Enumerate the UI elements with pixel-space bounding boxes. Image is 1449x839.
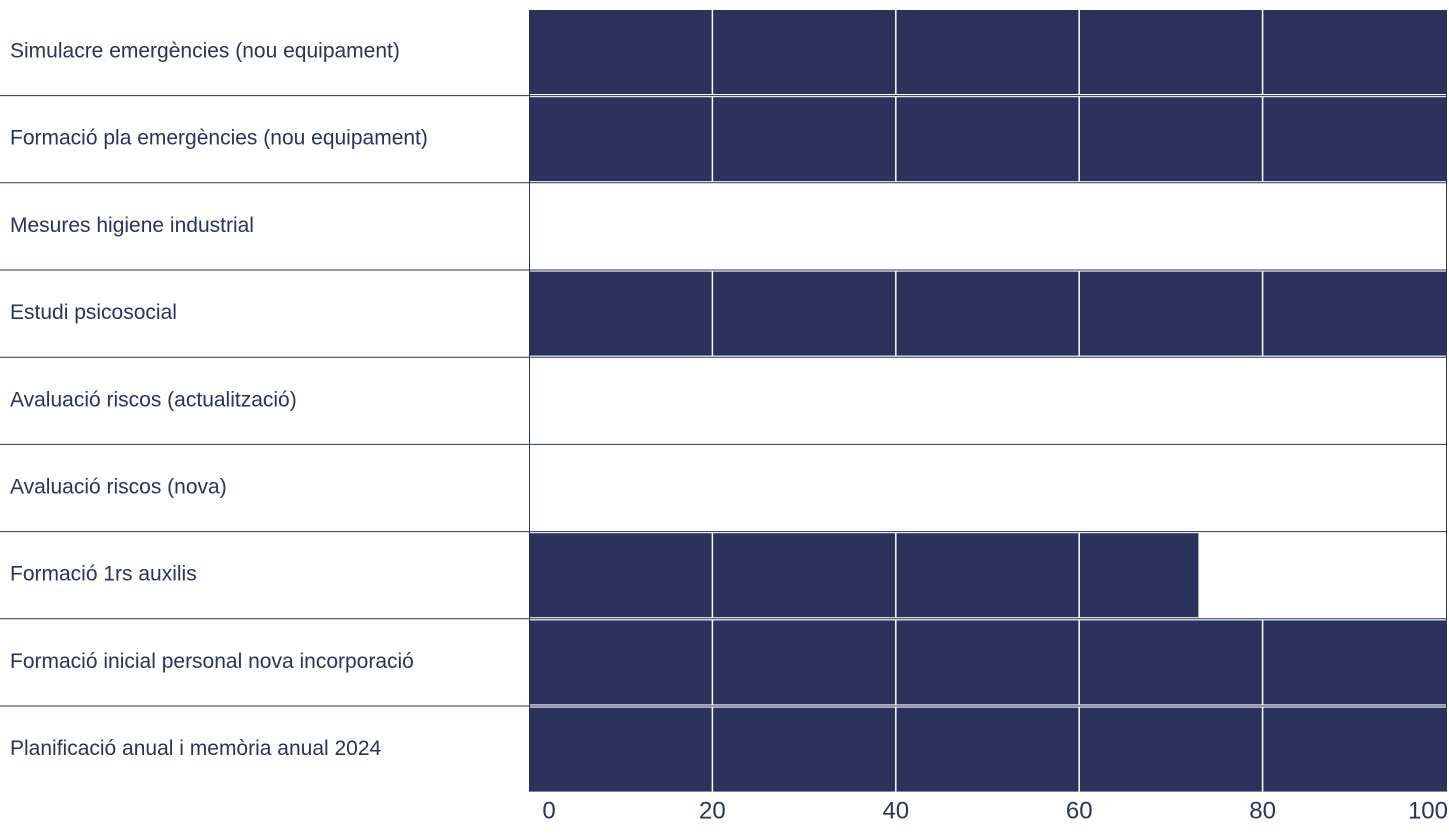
bar	[529, 533, 1199, 618]
x-axis-ticks: 0 20 40 60 80 100	[542, 797, 1448, 824]
category-label: Planificació anual i memòria anual 2024	[10, 737, 382, 760]
x-tick-label: 60	[1066, 797, 1093, 824]
category-labels: Simulacre emergències (nou equipament) Fo…	[10, 40, 428, 761]
bars-layer	[529, 10, 1446, 792]
x-tick-label: 40	[882, 797, 909, 824]
category-label: Simulacre emergències (nou equipament)	[10, 40, 400, 63]
x-tick-label: 100	[1408, 797, 1448, 824]
x-tick-label: 20	[699, 797, 726, 824]
x-tick-label: 80	[1249, 797, 1276, 824]
bar	[529, 271, 1446, 356]
category-label: Avaluació riscos (nova)	[10, 476, 227, 499]
bar	[529, 707, 1446, 792]
category-label: Formació pla emergències (nou equipament…	[10, 127, 428, 150]
x-tick-label: 0	[542, 797, 555, 824]
category-label: Estudi psicosocial	[10, 301, 177, 324]
bar	[529, 10, 1446, 94]
category-label: Formació inicial personal nova incorpora…	[10, 650, 414, 673]
category-label: Formació 1rs auxilis	[10, 563, 197, 586]
category-label: Mesures higiene industrial	[10, 214, 254, 237]
bar	[529, 620, 1446, 705]
category-label: Avaluació riscos (actualització)	[10, 388, 297, 411]
row-separators	[0, 10, 1447, 792]
grid-layer	[711, 10, 1264, 792]
bar	[529, 97, 1446, 182]
